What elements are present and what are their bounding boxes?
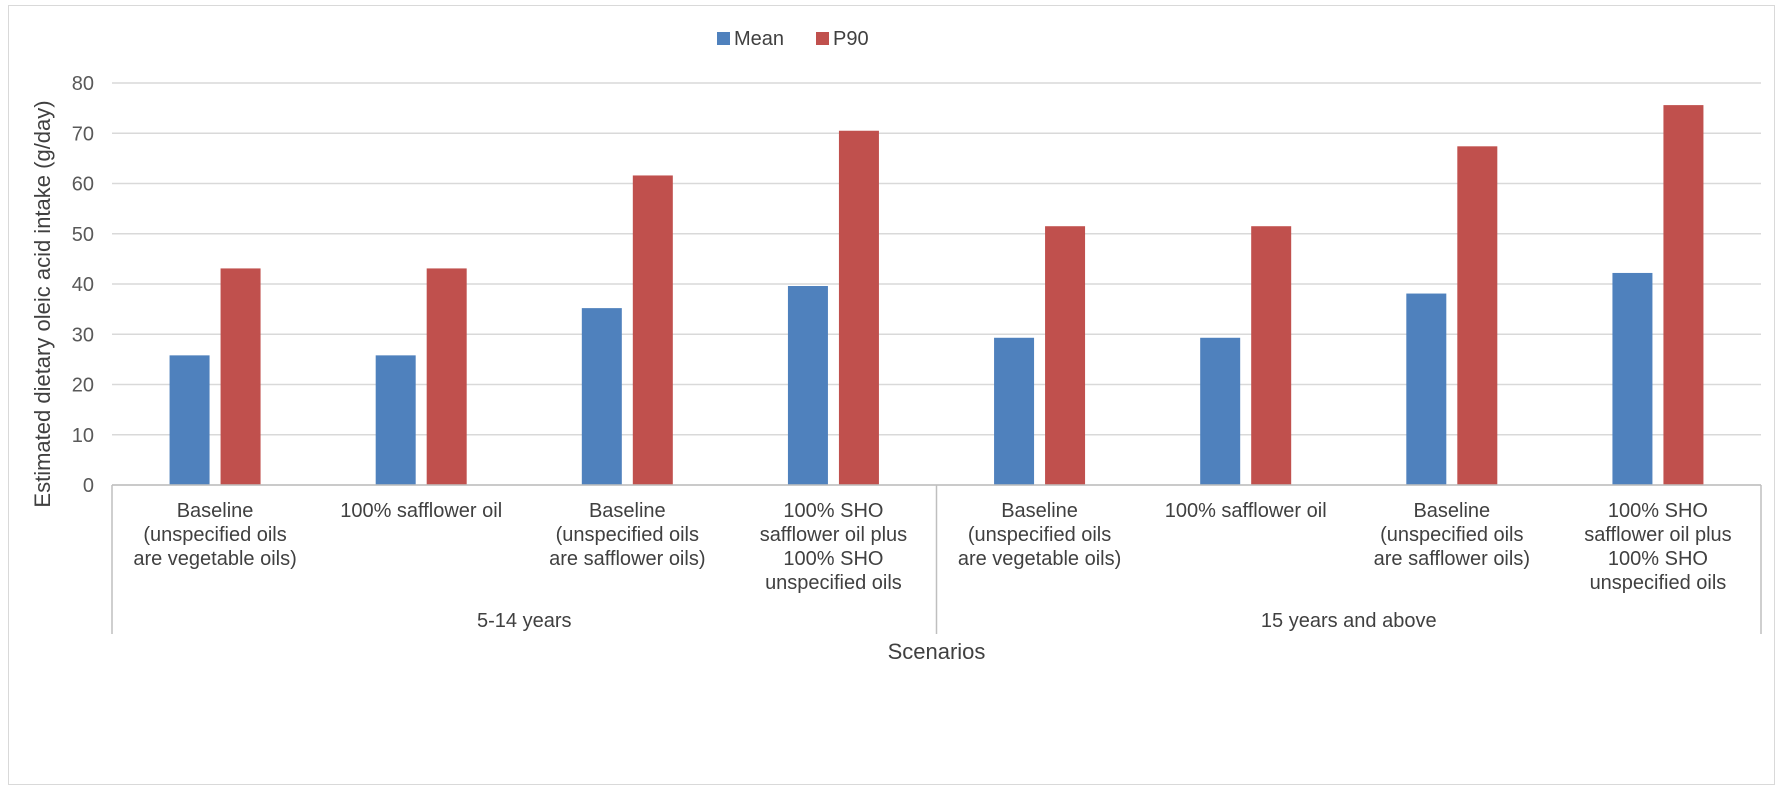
gridlines	[112, 82, 1761, 486]
x-category-label: 100% safflower oil	[1165, 500, 1327, 522]
bar-mean-5	[1200, 337, 1241, 485]
legend-swatch-p90	[816, 32, 829, 45]
bar-mean-7	[1612, 272, 1653, 485]
bar-mean-3	[787, 286, 828, 485]
bar-p90-4	[1045, 226, 1086, 485]
legend-label-mean: Mean	[734, 28, 784, 50]
bar-mean-6	[1406, 293, 1447, 485]
bars	[169, 105, 1704, 486]
x-axis-title: Scenarios	[888, 639, 986, 664]
bar-p90-7	[1663, 105, 1704, 486]
x-category-label: Baseline (unspecified oils are safflower o…	[1374, 500, 1530, 570]
bar-chart: 0 10 20 30 40 50 60 70 80 Baseline (unspecified oi…	[30, 28, 1762, 664]
labels: 0 10 20 30 40 50 60 70 80 Baseline (unspecified oi…	[30, 73, 1732, 664]
bar-mean-4	[994, 337, 1035, 485]
y-axis-title: Estimated dietary oleic acid intake (g/d…	[30, 100, 55, 507]
bar-mean-0	[169, 355, 210, 485]
x-category-label: Baseline (unspecified oils are safflower o…	[549, 500, 705, 570]
y-tick-label: 80	[72, 73, 94, 95]
bar-p90-2	[632, 175, 673, 485]
legend: Mean P90	[717, 28, 869, 50]
y-tick-label: 30	[72, 324, 94, 346]
y-tick-label: 70	[72, 123, 94, 145]
x-group-label: 5-14 years	[477, 610, 572, 632]
legend-swatch-mean	[717, 32, 730, 45]
x-category-label: 100% SHO safflower oil plus 100% SHO unspec…	[1584, 500, 1731, 594]
y-tick-label: 60	[72, 174, 94, 196]
y-tick-label: 50	[72, 224, 94, 246]
y-tick-label: 40	[72, 274, 94, 296]
legend-label-p90: P90	[833, 28, 869, 50]
bar-p90-0	[220, 268, 261, 485]
bar-p90-3	[838, 130, 879, 486]
bar-p90-6	[1457, 146, 1498, 485]
bar-mean-2	[581, 308, 622, 485]
x-category-label: Baseline (unspecified oils are vegetable o…	[133, 500, 296, 570]
y-tick-label: 10	[72, 425, 94, 447]
y-tick-label: 0	[83, 475, 94, 497]
x-group-label: 15 years and above	[1261, 610, 1437, 632]
axes	[111, 484, 1762, 634]
chart-frame: 0 10 20 30 40 50 60 70 80 Baseline (unspecified oi…	[8, 5, 1775, 785]
x-category-label: 100% safflower oil	[340, 500, 502, 522]
bar-p90-1	[426, 268, 467, 485]
y-tick-label: 20	[72, 375, 94, 397]
x-category-label: Baseline (unspecified oils are vegetable o…	[958, 500, 1121, 570]
x-category-label: 100% SHO safflower oil plus 100% SHO unspec…	[760, 500, 907, 594]
bar-mean-1	[375, 355, 416, 485]
bar-p90-5	[1251, 226, 1292, 485]
